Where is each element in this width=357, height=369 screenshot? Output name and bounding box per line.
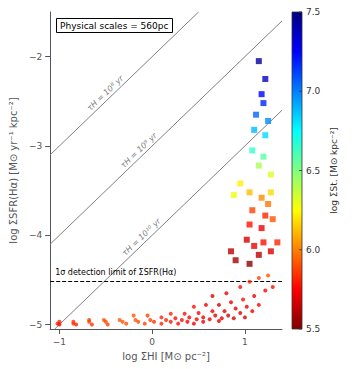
svg-text:0: 0 — [149, 337, 155, 347]
svg-text:−1: −1 — [53, 337, 66, 347]
svg-text:τH = 10⁹ yr: τH = 10⁹ yr — [119, 131, 159, 170]
svg-text:6.0: 6.0 — [306, 245, 321, 255]
svg-text:Physical scales = 560pc: Physical scales = 560pc — [60, 21, 169, 31]
svg-text:6.5: 6.5 — [306, 166, 320, 176]
svg-text:log ΣSt. [M⊙ kpc⁻²]: log ΣSt. [M⊙ kpc⁻²] — [329, 127, 339, 214]
svg-text:−3: −3 — [29, 141, 42, 151]
svg-text:7.0: 7.0 — [306, 86, 321, 96]
svg-text:−4: −4 — [29, 230, 43, 240]
svg-text:−2: −2 — [29, 52, 42, 62]
svg-text:5.5: 5.5 — [306, 324, 320, 334]
svg-text:τH = 10¹⁰ yr: τH = 10¹⁰ yr — [120, 216, 163, 258]
svg-text:1σ detection limit of ΣSFR(Hα): 1σ detection limit of ΣSFR(Hα) — [55, 268, 176, 277]
svg-text:−5: −5 — [29, 320, 42, 330]
svg-text:7.5: 7.5 — [306, 7, 320, 17]
svg-text:1: 1 — [242, 337, 248, 347]
svg-text:τH = 10⁸ yr: τH = 10⁸ yr — [85, 74, 125, 113]
svg-text:log ΣHI [M⊙ pc⁻²]: log ΣHI [M⊙ pc⁻²] — [122, 351, 210, 362]
svg-text:log ΣSFR(Hα) [M⊙ yr⁻¹ kpc⁻²]: log ΣSFR(Hα) [M⊙ yr⁻¹ kpc⁻²] — [8, 97, 19, 243]
